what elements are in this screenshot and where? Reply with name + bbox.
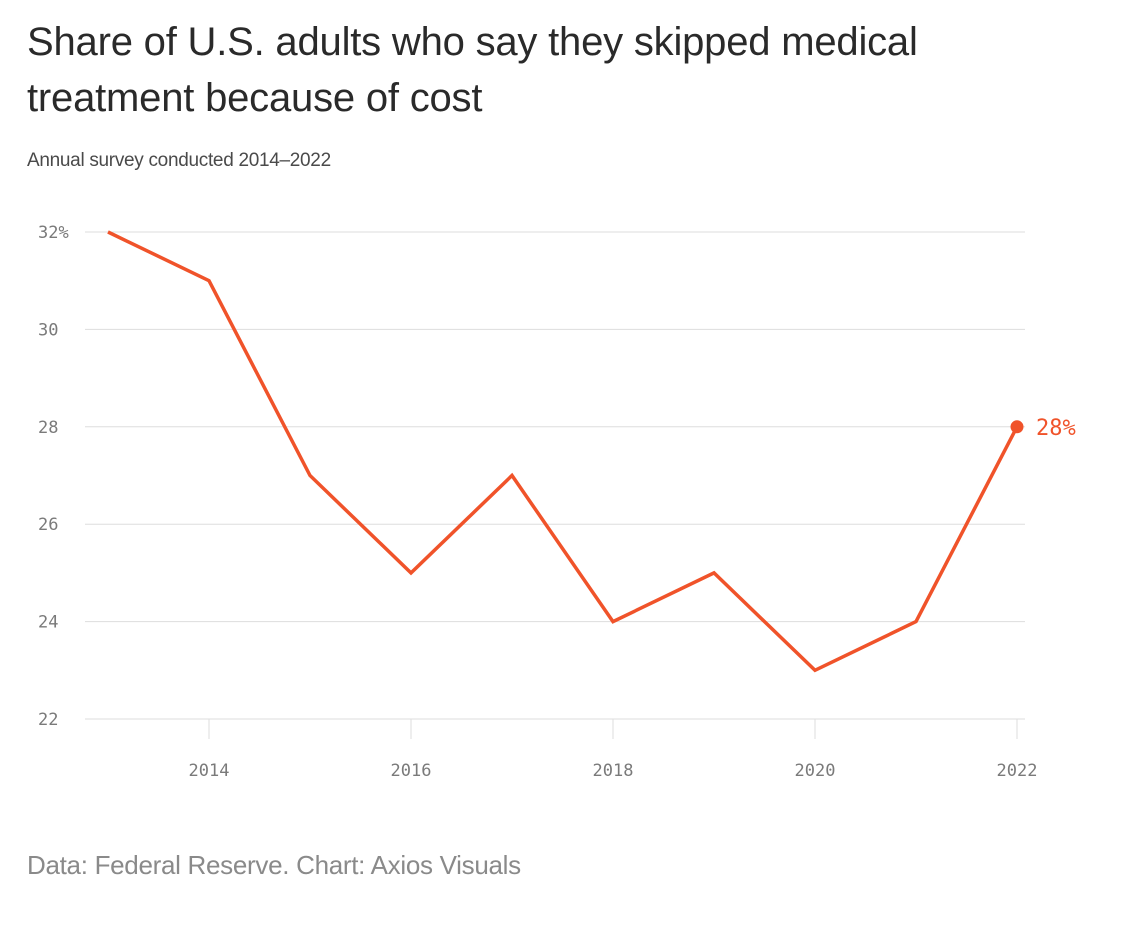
end-point-marker (1010, 420, 1024, 434)
line-chart: 22 24 26 28 30 32% 2014 2016 2018 2020 2022 28% (38, 223, 1076, 781)
x-tick-labels: 2014 2016 2018 2020 2022 (189, 761, 1038, 781)
x-ticks (208, 719, 1018, 739)
series-line (107, 230, 1019, 673)
y-tick-label: 26 (38, 515, 58, 535)
x-tick-label: 2018 (593, 761, 634, 781)
x-tick-label: 2014 (189, 761, 230, 781)
x-tick-label: 2016 (391, 761, 432, 781)
y-tick-label: 22 (38, 710, 58, 730)
y-tick-labels: 22 24 26 28 30 32% (38, 223, 69, 730)
end-value-label: 28% (1036, 416, 1076, 441)
y-tick-label: 30 (38, 320, 58, 340)
y-tick-label: 28 (38, 418, 58, 438)
y-tick-label: 32% (38, 223, 69, 243)
x-tick-label: 2020 (795, 761, 836, 781)
chart-subtitle: Annual survey conducted 2014–2022 (27, 150, 331, 171)
data-series: 28% (107, 230, 1076, 673)
gridlines (85, 231, 1025, 720)
chart-title: Share of U.S. adults who say they skippe… (27, 20, 918, 120)
x-tick-label: 2022 (997, 761, 1038, 781)
y-tick-label: 24 (38, 613, 58, 633)
source-note: Data: Federal Reserve. Chart: Axios Visu… (27, 850, 521, 880)
